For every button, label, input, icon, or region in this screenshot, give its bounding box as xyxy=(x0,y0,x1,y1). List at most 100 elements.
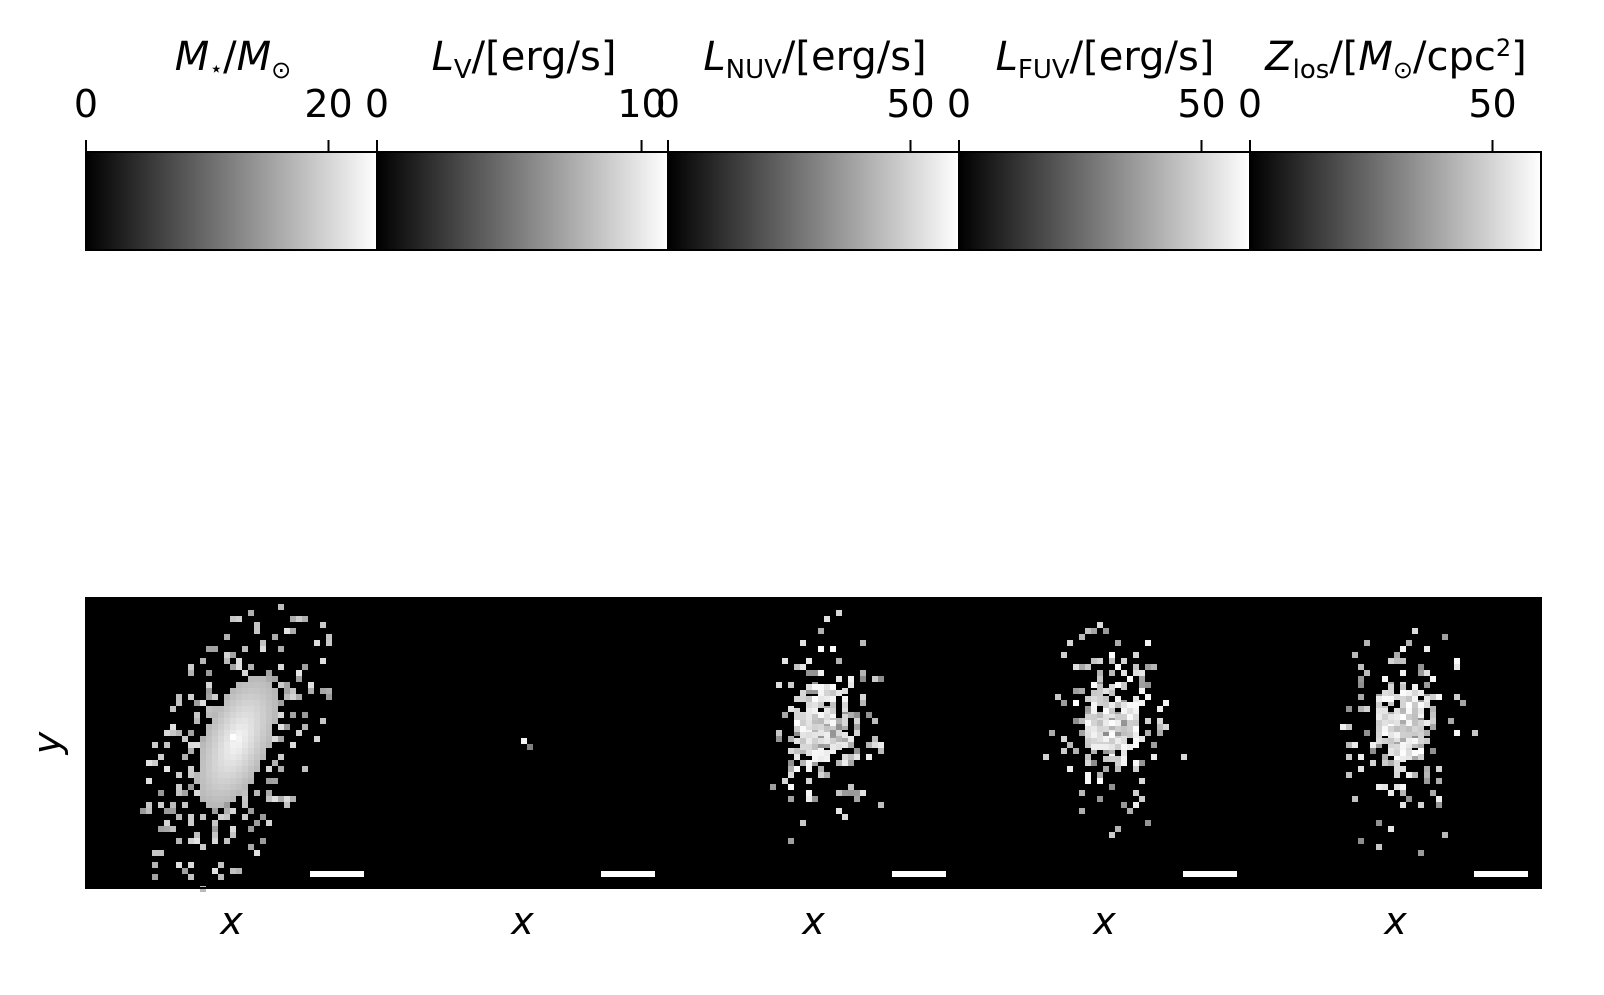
colorbar-title-lnuv: LNUV/[erg/s] xyxy=(703,34,926,85)
map-pixel xyxy=(230,724,236,730)
colorbar-tick-label-stellar-mass-0: 0 xyxy=(74,82,98,126)
map-pixel xyxy=(794,714,800,720)
map-pixel xyxy=(242,724,248,730)
map-pixel xyxy=(1121,702,1127,708)
map-pixel xyxy=(776,682,782,688)
colorbar-fuv-luminosity xyxy=(958,151,1251,251)
map-pixel xyxy=(176,772,182,778)
map-pixel xyxy=(1121,714,1127,720)
map-pixel xyxy=(1388,714,1394,720)
map-pixel xyxy=(194,832,200,838)
map-pixel xyxy=(260,706,266,712)
colorbar-titles: M⋆/M⊙ LV/[erg/s] LNUV/[erg/s] LFUV/[erg/… xyxy=(175,34,1527,85)
map-pixel xyxy=(308,688,314,694)
map-pixel xyxy=(794,708,800,714)
map-pixel xyxy=(1121,754,1127,760)
map-pixel xyxy=(266,820,272,826)
map-pixel xyxy=(242,670,248,676)
colorbar-title-lv: LV/[erg/s] xyxy=(432,34,617,85)
map-pixel xyxy=(212,820,218,826)
map-pixel xyxy=(800,720,806,726)
map-pixel xyxy=(1394,772,1400,778)
map-pixel xyxy=(1400,802,1406,808)
map-pixel xyxy=(164,820,170,826)
map-pixel xyxy=(1091,720,1097,726)
map-panel-stellar-mass xyxy=(85,597,378,892)
colorbar-tick-label-metal-surface-density-0: 0 xyxy=(1238,82,1262,126)
map-pixel xyxy=(860,700,866,706)
map-pixel xyxy=(260,646,266,652)
map-pixel xyxy=(1085,732,1091,738)
map-pixel xyxy=(806,684,812,690)
map-pixel xyxy=(230,772,236,778)
map-pixel xyxy=(824,714,830,720)
map-pixel xyxy=(1109,832,1115,838)
map-pixel xyxy=(278,766,284,772)
map-pixel xyxy=(1109,744,1115,750)
map-pixel xyxy=(1388,732,1394,738)
map-pixel xyxy=(1358,682,1364,688)
map-pixel xyxy=(260,742,266,748)
map-pixel xyxy=(1394,754,1400,760)
map-pixel xyxy=(1133,702,1139,708)
map-pixel xyxy=(1121,670,1127,676)
map-pixel xyxy=(1091,702,1097,708)
map-pixel xyxy=(1127,702,1133,708)
map-pixel xyxy=(812,718,818,724)
map-pixel xyxy=(794,748,800,754)
map-pixel xyxy=(1400,736,1406,742)
map-pixel xyxy=(1121,718,1127,724)
map-pixel xyxy=(1346,772,1352,778)
map-pixel xyxy=(1073,718,1079,724)
map-pixel xyxy=(212,742,218,748)
map-pixel xyxy=(818,670,824,676)
map-pixel xyxy=(290,628,296,634)
map-pixel xyxy=(824,718,830,724)
map-pixel xyxy=(1382,760,1388,766)
map-pixel xyxy=(176,838,182,844)
map-pixel xyxy=(1412,730,1418,736)
map-pixel xyxy=(212,868,218,874)
map-pixel xyxy=(1115,760,1121,766)
map-pixel xyxy=(1133,708,1139,714)
map-pixel xyxy=(1061,700,1067,706)
map-pixel xyxy=(302,616,308,622)
map-pixel xyxy=(236,736,242,742)
map-pixel xyxy=(218,730,224,736)
map-pixel xyxy=(1436,802,1442,808)
map-pixel xyxy=(314,640,320,646)
map-pixel xyxy=(1382,720,1388,726)
map-pixel xyxy=(1412,720,1418,726)
map-pixel xyxy=(824,772,830,778)
map-pixel xyxy=(1091,726,1097,732)
map-pixel xyxy=(1109,690,1115,696)
map-pixel xyxy=(860,640,866,646)
map-pixel xyxy=(248,694,254,700)
map-pixel xyxy=(206,784,212,790)
map-pixel xyxy=(1418,720,1424,726)
map-pixel xyxy=(206,754,212,760)
map-pixel xyxy=(182,754,188,760)
map-pixel xyxy=(248,712,254,718)
map-pixel xyxy=(824,696,830,702)
map-pixel xyxy=(200,658,206,664)
map-pixel xyxy=(1358,838,1364,844)
map-pixel xyxy=(1067,742,1073,748)
map-pixel xyxy=(1079,790,1085,796)
map-pixel xyxy=(1109,756,1115,762)
map-pixel xyxy=(1370,742,1376,748)
map-pixel xyxy=(824,708,830,714)
map-pixel xyxy=(818,718,824,724)
map-pixel xyxy=(182,736,188,742)
map-pixel xyxy=(212,736,218,742)
map-pixel xyxy=(224,838,230,844)
map-pixel xyxy=(1121,708,1127,714)
map-pixel xyxy=(224,748,230,754)
map-pixel xyxy=(194,790,200,796)
map-pixel xyxy=(830,712,836,718)
map-pixel xyxy=(854,730,860,736)
map-pixel xyxy=(200,814,206,820)
map-pixel xyxy=(224,706,230,712)
map-pixel xyxy=(260,724,266,730)
map-pixel xyxy=(254,790,260,796)
